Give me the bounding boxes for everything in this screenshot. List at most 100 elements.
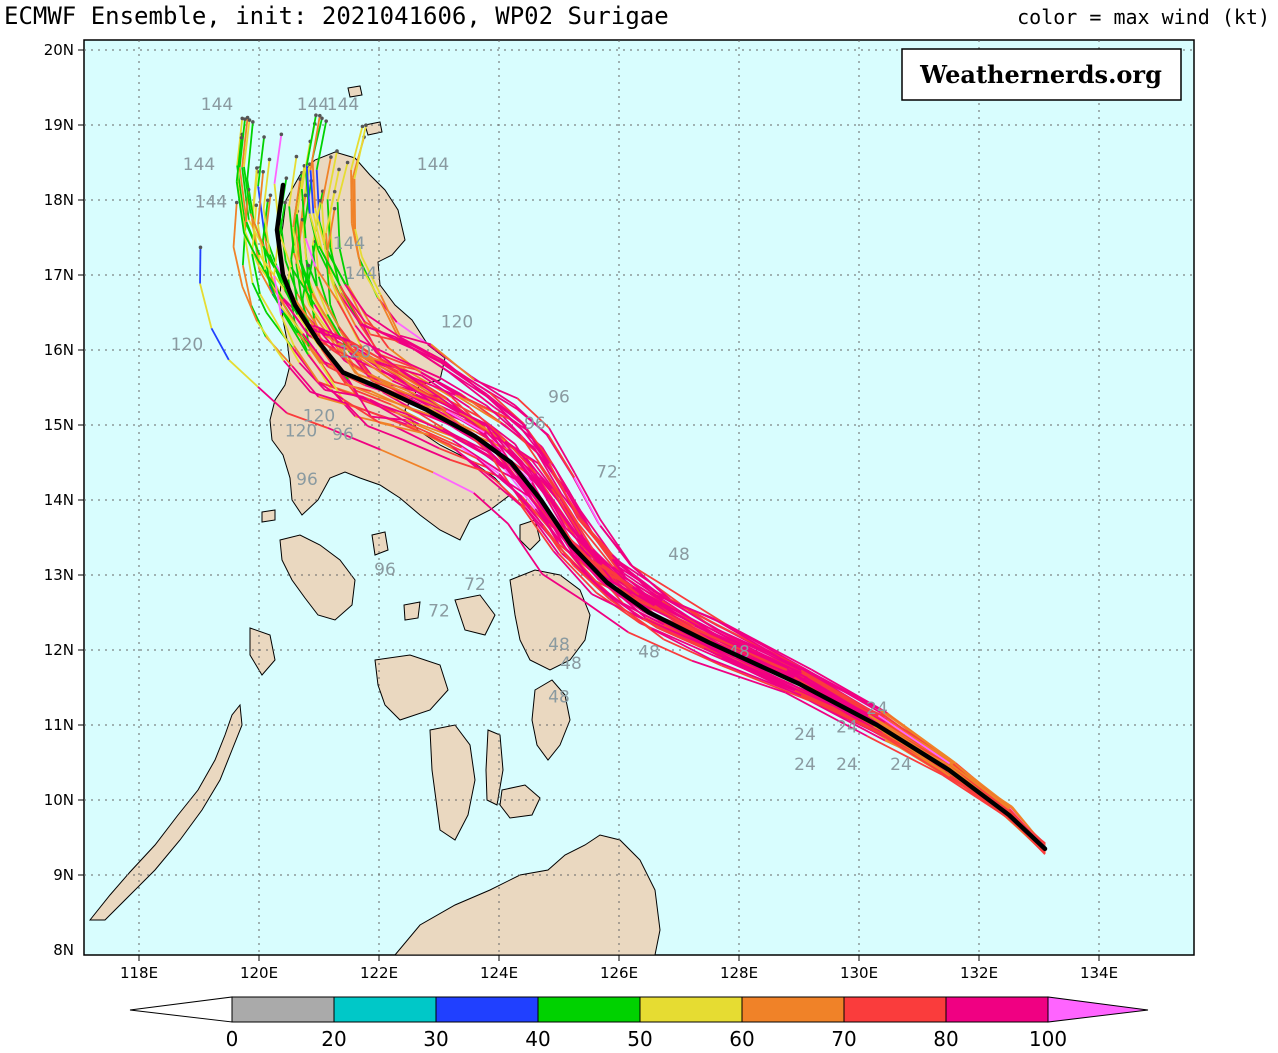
ensemble-track-segment bbox=[312, 213, 324, 253]
samar-island bbox=[509, 569, 591, 671]
ensemble-track-segment bbox=[310, 391, 350, 405]
ensemble-track-segment bbox=[359, 339, 394, 358]
ensemble-track-segment bbox=[427, 407, 477, 433]
ensemble-track-segment bbox=[379, 422, 429, 436]
ensemble-track-segment bbox=[950, 765, 1011, 812]
negros-island bbox=[429, 724, 476, 841]
ensemble-track-segment bbox=[537, 463, 567, 506]
track-end-point bbox=[267, 157, 272, 162]
ensemble-track-segment bbox=[512, 489, 545, 527]
panay-island bbox=[374, 654, 449, 721]
ensemble-track-segment bbox=[251, 253, 261, 294]
ensemble-track-segment bbox=[588, 529, 624, 577]
ensemble-track-segment bbox=[361, 322, 396, 340]
track-end-point bbox=[284, 176, 289, 180]
ensemble-track-segment bbox=[278, 233, 292, 268]
ensemble-track-segment bbox=[311, 158, 317, 209]
ensemble-track-segment bbox=[454, 394, 501, 424]
ensemble-track-segment bbox=[301, 265, 310, 300]
ensemble-track-segment bbox=[314, 266, 339, 302]
ensemble-track-segment bbox=[518, 462, 550, 501]
colorbar-label: 0 bbox=[226, 1027, 239, 1051]
ensemble-track-segment bbox=[442, 428, 491, 454]
lon-tick-label: 126E bbox=[600, 964, 638, 982]
forecast-hour-label: 24 bbox=[794, 755, 816, 775]
ensemble-track-segment bbox=[588, 557, 634, 588]
ensemble-track-segment bbox=[321, 156, 332, 204]
mean-track-line bbox=[274, 182, 1048, 852]
ensemble-track-segment bbox=[308, 213, 320, 247]
forecast-hour-label: 24 bbox=[836, 718, 858, 738]
forecast-hour-label: 24 bbox=[866, 699, 888, 719]
track-end-point bbox=[306, 263, 311, 268]
ensemble-track-segment bbox=[325, 191, 336, 234]
ensemble-track-segment bbox=[314, 207, 325, 244]
ensemble-track-segment bbox=[613, 581, 655, 607]
ensemble-track-segment bbox=[259, 293, 275, 318]
ensemble-track-segment bbox=[355, 372, 391, 388]
ensemble-track-segment bbox=[333, 284, 357, 326]
forecast-hour-label: 144 bbox=[183, 155, 215, 175]
watermark-box: Weathernerds.org bbox=[901, 48, 1182, 101]
ensemble-track-segment bbox=[241, 286, 258, 322]
ensemble-track-segment bbox=[468, 406, 507, 441]
ensemble-track-segment bbox=[325, 232, 331, 275]
ensemble-track-segment bbox=[309, 115, 321, 171]
ensemble-track-segment bbox=[499, 422, 535, 449]
ensemble-track-segment bbox=[548, 463, 579, 517]
ensemble-track-segment bbox=[284, 290, 299, 315]
small-island bbox=[364, 121, 383, 136]
ensemble-track-segment bbox=[476, 457, 514, 491]
lat-tick-label: 15N bbox=[44, 416, 74, 434]
ensemble-track-segment bbox=[487, 477, 522, 507]
ensemble-track-segment bbox=[663, 638, 722, 667]
ensemble-track-segment bbox=[520, 421, 551, 465]
ensemble-track-segment bbox=[464, 397, 511, 420]
lat-axis: 20N 19N 18N 17N 16N 15N 14N 13N 12N 11N … bbox=[44, 41, 74, 959]
ensemble-track-segment bbox=[520, 427, 551, 466]
forecast-hour-label: 24 bbox=[890, 755, 912, 775]
ensemble-track-segment bbox=[519, 435, 550, 478]
track-end-point bbox=[294, 154, 299, 159]
ensemble-track-segment bbox=[238, 119, 246, 168]
ensemble-track-segment bbox=[344, 283, 367, 315]
small-island bbox=[403, 601, 421, 621]
ensemble-track-segment bbox=[361, 256, 382, 296]
ensemble-track-segment bbox=[241, 167, 250, 220]
ensemble-track-segment bbox=[278, 202, 286, 238]
ensemble-track-segment bbox=[611, 554, 654, 595]
ensemble-track-segment bbox=[878, 732, 951, 779]
ensemble-track-segment bbox=[296, 214, 303, 263]
forecast-hour-label: 48 bbox=[548, 688, 570, 708]
ensemble-track-segment bbox=[520, 505, 555, 552]
ensemble-track-segment bbox=[251, 282, 268, 313]
forecast-hour-label: 48 bbox=[668, 545, 690, 565]
ensemble-track-segment bbox=[350, 126, 364, 170]
ensemble-track-segment bbox=[251, 205, 258, 255]
ensemble-track-segment bbox=[305, 115, 317, 166]
ensemble-track-segment bbox=[366, 372, 417, 396]
ensemble-track-segment bbox=[236, 118, 244, 166]
ensemble-track-segment bbox=[641, 618, 704, 650]
ensemble-track-segment bbox=[390, 423, 440, 450]
ensemble-track-segment bbox=[588, 578, 624, 610]
forecast-hour-label: 120 bbox=[303, 406, 335, 426]
ensemble-track-segment bbox=[691, 659, 786, 694]
ensemble-track-segment bbox=[348, 403, 400, 424]
colorbar-label: 100 bbox=[1029, 1027, 1067, 1051]
ensemble-track-segment bbox=[396, 321, 429, 345]
ensemble-track-segment bbox=[438, 447, 488, 469]
colorbar-low-arrow bbox=[129, 996, 233, 1023]
ensemble-track-segment bbox=[522, 456, 553, 490]
ensemble-track-segment bbox=[599, 519, 634, 567]
track-end-point bbox=[245, 115, 250, 120]
forecast-hour-label: 144 bbox=[417, 155, 449, 175]
colorbar-label: 50 bbox=[627, 1027, 652, 1051]
small-island bbox=[371, 531, 389, 556]
ensemble-track-segment bbox=[395, 373, 447, 412]
ensemble-track-segment bbox=[949, 762, 1010, 810]
legend-note: color = max wind (kt) bbox=[1017, 5, 1270, 29]
ensemble-track-segment bbox=[485, 423, 522, 461]
ensemble-track-segment bbox=[277, 302, 304, 335]
